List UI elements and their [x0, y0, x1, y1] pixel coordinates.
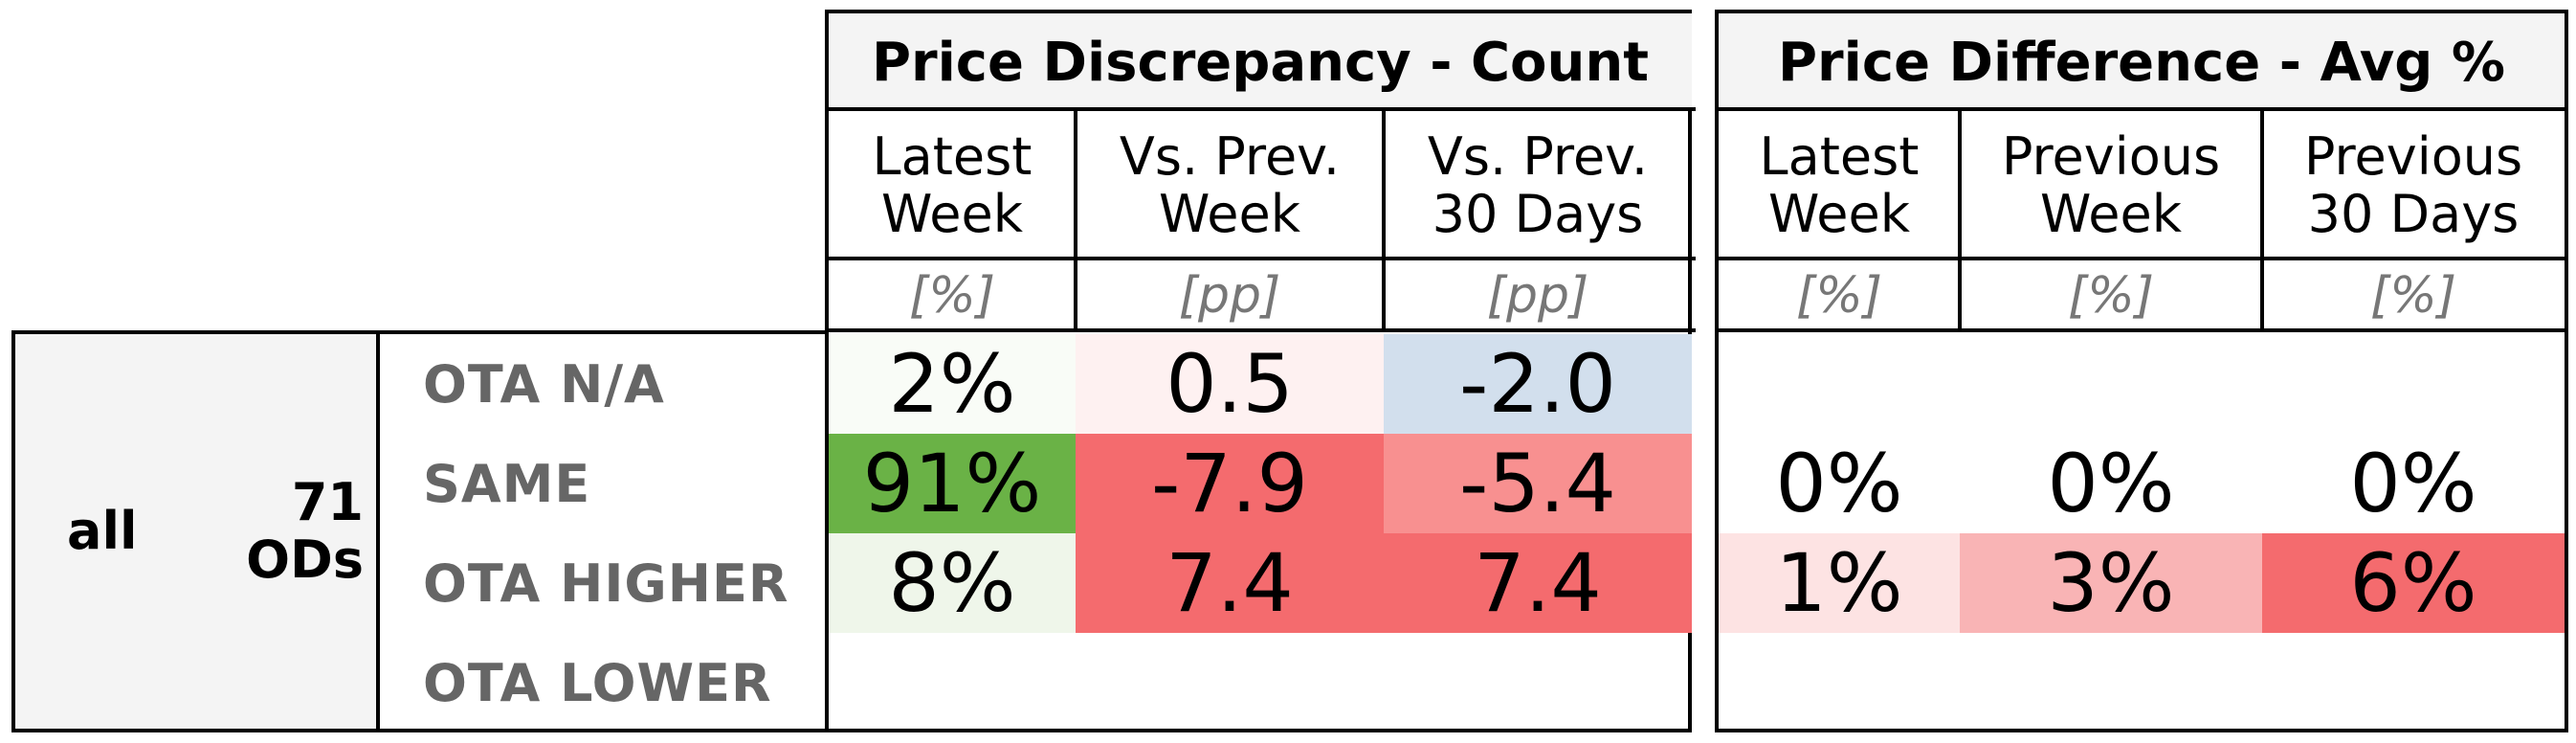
- column-divider: [1958, 111, 1962, 330]
- table-top-border: [11, 330, 825, 334]
- group-segment-label: all: [67, 501, 138, 561]
- header-divider: [825, 257, 1696, 260]
- row-label: OTA LOWER: [423, 652, 772, 713]
- unit-divider: [1715, 328, 2568, 332]
- panel-title: Price Difference - Avg %: [1719, 13, 2565, 111]
- table-cell: 0%: [2349, 437, 2477, 530]
- row-label: OTA N/A: [423, 353, 665, 415]
- column-header: Latest Week: [872, 126, 1033, 244]
- group-count-label: 71 ODs: [246, 472, 364, 590]
- column-unit: [%]: [909, 266, 995, 325]
- column-divider: [1074, 111, 1077, 330]
- table-cell: 0.5: [1076, 334, 1384, 434]
- group-block: [11, 330, 380, 732]
- table-cell: [829, 633, 1076, 732]
- header-divider: [1715, 257, 2568, 260]
- column-header: Latest Week: [1759, 126, 1920, 244]
- column-divider: [2260, 111, 2264, 330]
- column-header: Vs. Prev. Week: [1119, 126, 1341, 244]
- column-unit: [%]: [2370, 266, 2456, 325]
- table-cell: 6%: [2262, 533, 2565, 633]
- column-header: Vs. Prev. 30 Days: [1427, 126, 1649, 244]
- table-cell: 8%: [829, 533, 1076, 633]
- panel-title: Price Discrepancy - Count: [829, 13, 1692, 111]
- title-divider: [1715, 107, 2568, 111]
- table-cell: 0%: [1775, 437, 1903, 530]
- table-cell: 2%: [829, 334, 1076, 434]
- table-cell: [1719, 633, 1960, 732]
- column-unit: [pp]: [1486, 266, 1589, 325]
- table-cell: [1719, 334, 1960, 434]
- table-cell: -7.9: [1076, 434, 1384, 533]
- table-cell: 91%: [829, 434, 1076, 533]
- column-header: Previous Week: [2001, 126, 2221, 244]
- column-unit: [pp]: [1178, 266, 1281, 325]
- row-label: SAME: [423, 453, 591, 514]
- table-cell: [1960, 334, 2262, 434]
- table-cell: 3%: [1960, 533, 2262, 633]
- table-cell: -5.4: [1384, 434, 1692, 533]
- table-cell: [1960, 633, 2262, 732]
- panel1-bottom-border: [11, 729, 1692, 732]
- unit-divider: [825, 328, 1696, 332]
- title-divider: [825, 107, 1696, 111]
- table-cell: 0%: [2047, 437, 2175, 530]
- table-cell: 7.4: [1076, 533, 1384, 633]
- table-cell: [1076, 633, 1384, 732]
- column-unit: [%]: [2068, 266, 2154, 325]
- column-header: Previous 30 Days: [2303, 126, 2523, 244]
- group-divider: [376, 330, 380, 732]
- table-cell: [2262, 633, 2565, 732]
- column-divider: [1382, 111, 1386, 330]
- column-unit: [%]: [1796, 266, 1882, 325]
- table-cell: -2.0: [1384, 334, 1692, 434]
- table-cell: 7.4: [1384, 533, 1692, 633]
- table-cell: [1384, 633, 1692, 732]
- table-cell: 1%: [1719, 533, 1960, 633]
- panel-price-difference: [1715, 10, 2568, 732]
- row-label: OTA HIGHER: [423, 552, 789, 614]
- table-cell: [2262, 334, 2565, 434]
